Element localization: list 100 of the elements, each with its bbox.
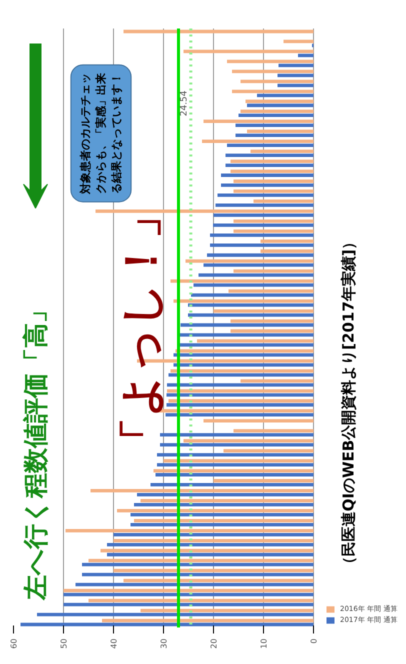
bar xyxy=(232,70,314,74)
bar xyxy=(278,84,314,88)
x-tick-label: 60 xyxy=(10,638,18,649)
bar xyxy=(221,174,314,177)
bar xyxy=(218,194,314,197)
bar xyxy=(117,509,314,512)
bar xyxy=(114,532,314,536)
bar xyxy=(257,94,314,98)
bar xyxy=(207,253,314,257)
bar xyxy=(202,140,314,144)
x-tick-label: 30 xyxy=(160,638,168,649)
x-tick-label: 50 xyxy=(60,638,68,649)
annotation: 「よっし！」 xyxy=(116,194,167,462)
bar xyxy=(234,180,314,183)
bar xyxy=(204,120,314,124)
bar xyxy=(234,219,314,223)
bar xyxy=(166,403,314,407)
bar xyxy=(114,568,314,572)
bar xyxy=(107,542,314,546)
bar xyxy=(240,379,314,383)
bar xyxy=(82,562,314,566)
text: （民医連QIのWEB公開資料より[2017年実績]） xyxy=(340,234,358,572)
bar xyxy=(214,213,314,217)
bar xyxy=(278,74,314,78)
bar xyxy=(227,60,314,64)
bar xyxy=(247,130,314,134)
x-tick-label: 40 xyxy=(110,638,118,649)
x-tick-label: 10 xyxy=(260,638,268,649)
bar xyxy=(250,150,314,153)
bar xyxy=(260,249,314,253)
bar xyxy=(226,164,314,167)
bar xyxy=(186,259,314,263)
bar xyxy=(234,429,314,433)
bar xyxy=(174,363,314,367)
bar xyxy=(168,399,314,403)
bar xyxy=(234,229,314,233)
bar xyxy=(140,499,314,502)
bar xyxy=(232,90,314,94)
annotation: 対象患者のカルテチェックからも、「実感」出来る結果となっています！ xyxy=(78,72,124,195)
bar xyxy=(210,243,314,247)
bar xyxy=(204,263,314,267)
bar xyxy=(254,200,314,203)
bar xyxy=(134,518,314,522)
bar xyxy=(100,548,314,552)
bar xyxy=(210,233,314,237)
bar xyxy=(230,160,314,163)
bar xyxy=(170,279,314,283)
bar xyxy=(170,369,314,373)
bar xyxy=(236,124,314,128)
bar xyxy=(137,493,314,496)
bar xyxy=(157,453,314,456)
bar xyxy=(227,144,314,147)
bar xyxy=(260,239,314,243)
bar xyxy=(234,190,314,193)
bar xyxy=(198,273,314,277)
bar xyxy=(234,269,314,273)
x-tick-label: 0 xyxy=(310,638,318,644)
bar xyxy=(168,373,314,377)
bar xyxy=(90,489,314,492)
bar xyxy=(166,393,314,397)
bar xyxy=(238,114,314,118)
bar xyxy=(154,469,314,472)
text: 左へ行く程数値評価「高」 xyxy=(21,298,50,601)
bar xyxy=(221,184,314,187)
bar xyxy=(88,558,314,562)
bar xyxy=(130,512,314,516)
bar xyxy=(166,413,314,417)
bar xyxy=(194,283,314,287)
bar xyxy=(164,459,314,462)
bar xyxy=(204,419,314,423)
x-tick-label: 20 xyxy=(210,638,218,649)
bar xyxy=(134,503,314,506)
bar xyxy=(191,293,314,297)
bar xyxy=(246,100,314,104)
bar xyxy=(150,483,314,486)
bar xyxy=(157,463,314,466)
bar xyxy=(156,473,314,476)
bar xyxy=(226,154,314,157)
bar xyxy=(184,439,314,443)
bar xyxy=(124,578,314,582)
bar xyxy=(214,479,314,482)
bar xyxy=(64,592,314,596)
bar xyxy=(224,449,314,452)
bar xyxy=(114,538,314,542)
bar xyxy=(130,522,314,526)
bar xyxy=(160,443,314,446)
bar xyxy=(96,210,314,213)
bar xyxy=(167,389,314,393)
bar xyxy=(64,588,314,592)
bar xyxy=(228,289,314,293)
bar xyxy=(160,433,314,437)
bar xyxy=(76,582,314,586)
ref-line-label: 24.54 xyxy=(179,90,190,116)
bar xyxy=(82,572,314,576)
bar xyxy=(213,223,314,227)
bar xyxy=(230,170,314,173)
bar xyxy=(240,80,314,84)
bar xyxy=(240,110,314,114)
bar xyxy=(167,383,314,387)
bar xyxy=(66,528,314,532)
